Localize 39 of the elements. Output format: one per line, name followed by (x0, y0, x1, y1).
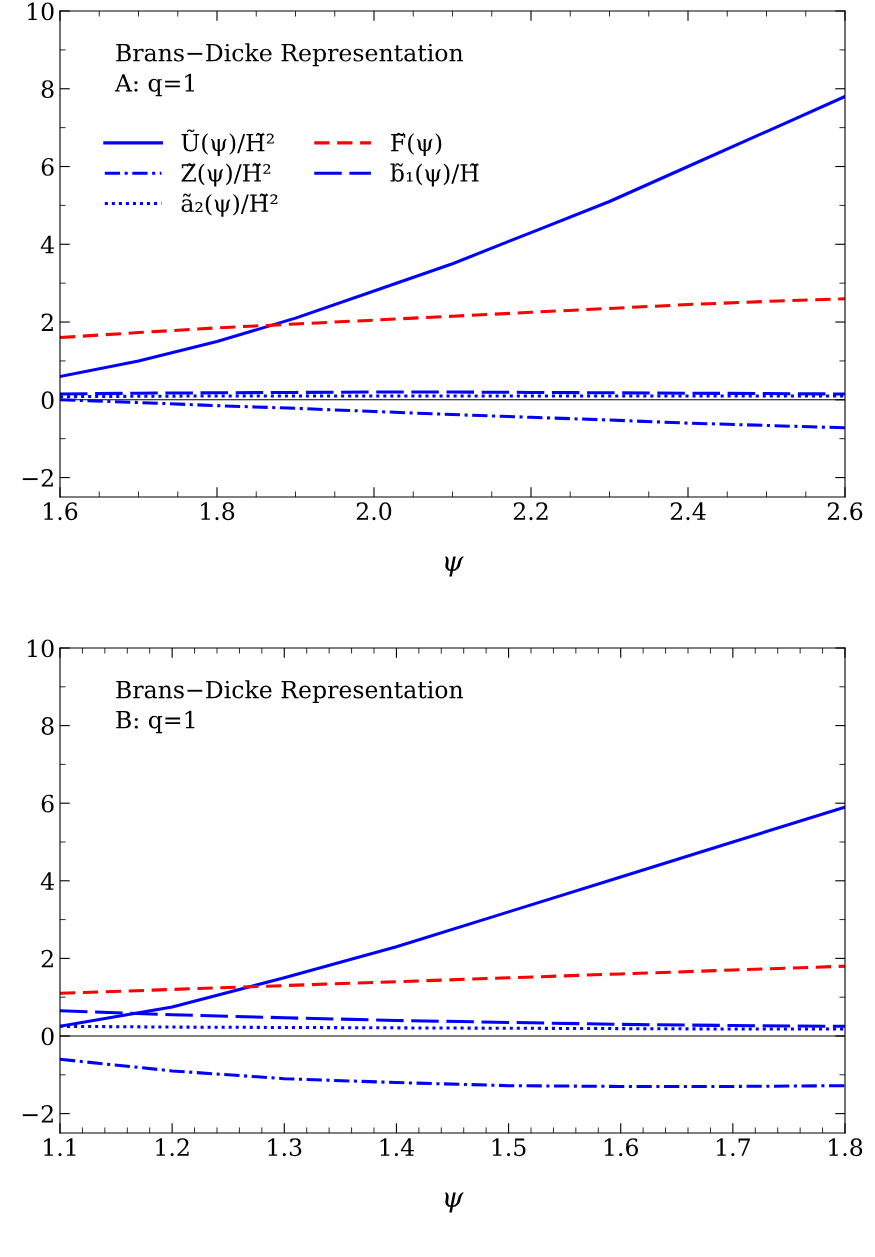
x-tick-label: 1.6 (604, 1138, 638, 1157)
x-axis-title: ψ (445, 556, 464, 577)
annotation: A: q=1 (114, 73, 195, 97)
x-tick-label: 1.8 (829, 1138, 863, 1157)
annotation: Brans−Dicke Representation (116, 680, 464, 704)
y-tick-label: 0 (41, 1027, 54, 1046)
y-tick-label: 6 (41, 794, 54, 813)
y-tick-label: 10 (27, 639, 54, 658)
x-tick-label: 1.6 (44, 502, 78, 521)
y-tick-label: 2 (41, 949, 53, 968)
x-tick-label: 1.1 (44, 1138, 76, 1157)
legend-label: Ũ(ψ)/H̃² (181, 129, 274, 157)
y-tick-label: 4 (40, 235, 54, 254)
x-tick-label: 2.2 (513, 502, 548, 521)
y-tick-label: −2 (22, 469, 53, 487)
y-tick-label: 6 (41, 157, 54, 176)
x-axis-title: ψ (445, 1192, 464, 1213)
x-tick-label: 2.0 (356, 502, 392, 521)
legend-label: ã₂(ψ)/H̃² (181, 193, 278, 217)
x-tick-label: 1.7 (716, 1138, 750, 1157)
legend-label: F̃(ψ) (391, 132, 442, 157)
x-tick-label: 2.4 (670, 502, 706, 521)
x-tick-label: 1.3 (268, 1138, 302, 1157)
y-tick-label: 4 (40, 872, 54, 890)
y-tick-label: 0 (41, 391, 54, 410)
y-tick-label: 8 (41, 717, 54, 735)
y-tick-label: 10 (27, 2, 54, 21)
x-tick-label: 1.4 (380, 1138, 415, 1157)
legend-label: b̃₁(ψ)/H̃ (390, 163, 479, 187)
x-tick-label: 1.5 (492, 1138, 526, 1157)
y-tick-label: 8 (41, 80, 54, 99)
x-tick-label: 2.6 (827, 502, 863, 521)
legend-label: Z̃(ψ)/H̃² (181, 163, 271, 187)
annotation: B: q=1 (116, 710, 195, 734)
annotation: Brans−Dicke Representation (116, 43, 464, 67)
y-tick-label: −2 (22, 1105, 53, 1123)
y-tick-label: 2 (41, 313, 53, 332)
x-tick-label: 1.2 (156, 1138, 189, 1157)
x-tick-label: 1.8 (201, 502, 235, 521)
